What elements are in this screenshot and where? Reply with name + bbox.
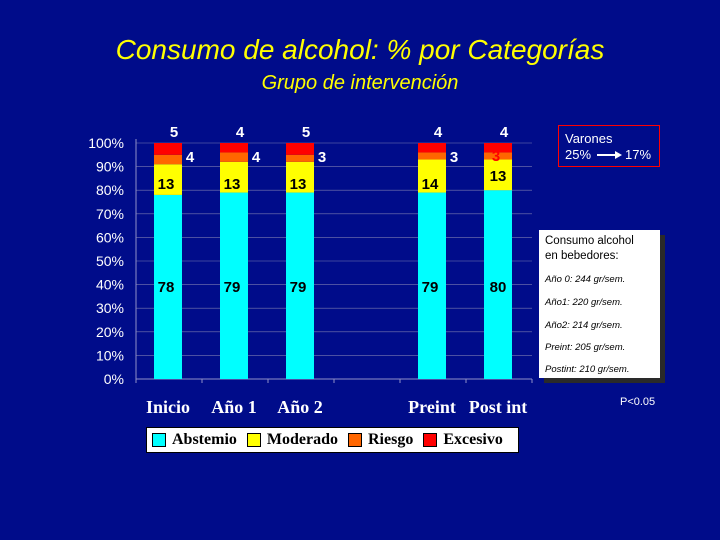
varones-from: 25% — [565, 147, 592, 162]
bar-segment-abstemio — [154, 194, 182, 379]
bar-segment-riesgo — [154, 154, 182, 165]
y-tick-label: 30% — [96, 300, 124, 316]
x-category-label: Preint — [408, 397, 456, 417]
data-label: 3 — [450, 149, 458, 166]
legend-label: Excesivo — [443, 431, 503, 448]
p-value: P<0.05 — [620, 396, 656, 408]
data-label: 14 — [422, 176, 439, 193]
bar-segment-riesgo — [286, 154, 314, 162]
data-label: 4 — [236, 124, 245, 141]
bar-segment-excesivo — [484, 143, 512, 153]
y-tick-label: 50% — [96, 253, 124, 269]
legend: Abstemio Moderado Riesgo Excesivo — [146, 427, 519, 453]
y-tick-label: 100% — [88, 135, 124, 151]
legend-item: Excesivo — [423, 431, 503, 449]
data-label: 3 — [492, 148, 500, 165]
varones-to: 17% — [625, 147, 652, 162]
consumo-title-line1: Consumo alcohol — [545, 235, 634, 247]
arrow-head-icon — [615, 151, 623, 159]
data-label: 80 — [490, 279, 507, 296]
legend-label: Moderado — [266, 431, 338, 448]
y-tick-label: 20% — [96, 324, 124, 340]
y-tick-label: 0% — [104, 371, 124, 387]
legend-swatch — [348, 433, 362, 447]
bar-segment-riesgo — [484, 152, 512, 160]
y-tick-label: 90% — [96, 159, 124, 175]
bar-segment-excesivo — [286, 143, 314, 155]
consumo-stat: Año 0: 244 gr/sem. — [545, 274, 626, 285]
legend-item: Riesgo — [348, 431, 413, 449]
x-category-label: Inicio — [146, 397, 190, 417]
data-label: 4 — [252, 149, 261, 166]
y-tick-label: 80% — [96, 182, 124, 198]
data-label: 13 — [158, 176, 175, 193]
data-label: 4 — [434, 124, 443, 141]
consumo-stat: Postint: 210 gr/sem. — [545, 364, 630, 375]
data-label: 13 — [224, 176, 241, 193]
y-tick-label: 40% — [96, 277, 124, 293]
chart-subtitle: Grupo de intervención — [261, 72, 459, 94]
data-label: 13 — [490, 168, 507, 185]
bar-segment-abstemio — [484, 190, 512, 379]
legend-swatch — [246, 433, 261, 447]
data-label: 13 — [290, 176, 307, 193]
bar-segment-riesgo — [418, 152, 446, 160]
consumo-stat: Año2: 214 gr/sem. — [545, 320, 623, 331]
x-category-label: Post int — [469, 397, 528, 417]
bar-segment-riesgo — [220, 152, 248, 162]
bar-segment-moderado — [286, 161, 314, 193]
consumo-stat: Año1: 220 gr/sem. — [545, 297, 623, 308]
x-category-label: Año 1 — [211, 397, 257, 417]
bar-segment-moderado — [220, 161, 248, 193]
legend-item: Abstemio — [152, 431, 237, 449]
bar-segment-excesivo — [154, 143, 182, 155]
data-label: 4 — [500, 124, 509, 141]
x-category-label: Año 2 — [277, 397, 323, 417]
data-label: 79 — [224, 279, 241, 296]
consumo-title: Consumo alcohol en bebedores: — [539, 230, 660, 264]
consumo-note: Consumo alcohol en bebedores: Año 0: 244… — [539, 230, 660, 378]
bar-segment-excesivo — [418, 143, 446, 153]
varones-note: Varones 25% 17% — [558, 125, 660, 167]
chart-title: Consumo de alcohol: % por Categorías — [115, 34, 605, 65]
bar-segment-abstemio — [220, 192, 248, 379]
y-tick-label: 10% — [96, 347, 124, 363]
y-tick-label: 70% — [96, 206, 124, 222]
varones-label: Varones — [565, 131, 613, 146]
consumo-stat: Preint: 205 gr/sem. — [545, 342, 626, 353]
bar-segment-abstemio — [286, 192, 314, 379]
bar-segment-excesivo — [220, 143, 248, 153]
arrow-icon — [597, 154, 616, 156]
data-label: 5 — [302, 124, 310, 141]
data-label: 78 — [158, 279, 175, 296]
legend-label: Abstemio — [172, 431, 237, 448]
data-label: 5 — [170, 124, 178, 141]
bar-segment-moderado — [418, 159, 446, 193]
data-label: 3 — [318, 149, 326, 166]
data-label: 79 — [422, 279, 439, 296]
legend-item: Moderado — [246, 431, 338, 449]
bar-segment-abstemio — [418, 192, 446, 379]
data-label: 79 — [290, 279, 307, 296]
legend-label: Riesgo — [368, 431, 414, 448]
consumo-title-line2: en bebedores: — [545, 250, 619, 262]
bar-segment-moderado — [484, 159, 512, 191]
legend-swatch — [423, 433, 438, 447]
legend-swatch — [152, 433, 166, 447]
y-tick-label: 60% — [96, 229, 124, 245]
bar-segment-moderado — [154, 164, 182, 195]
data-label: 4 — [186, 149, 195, 166]
